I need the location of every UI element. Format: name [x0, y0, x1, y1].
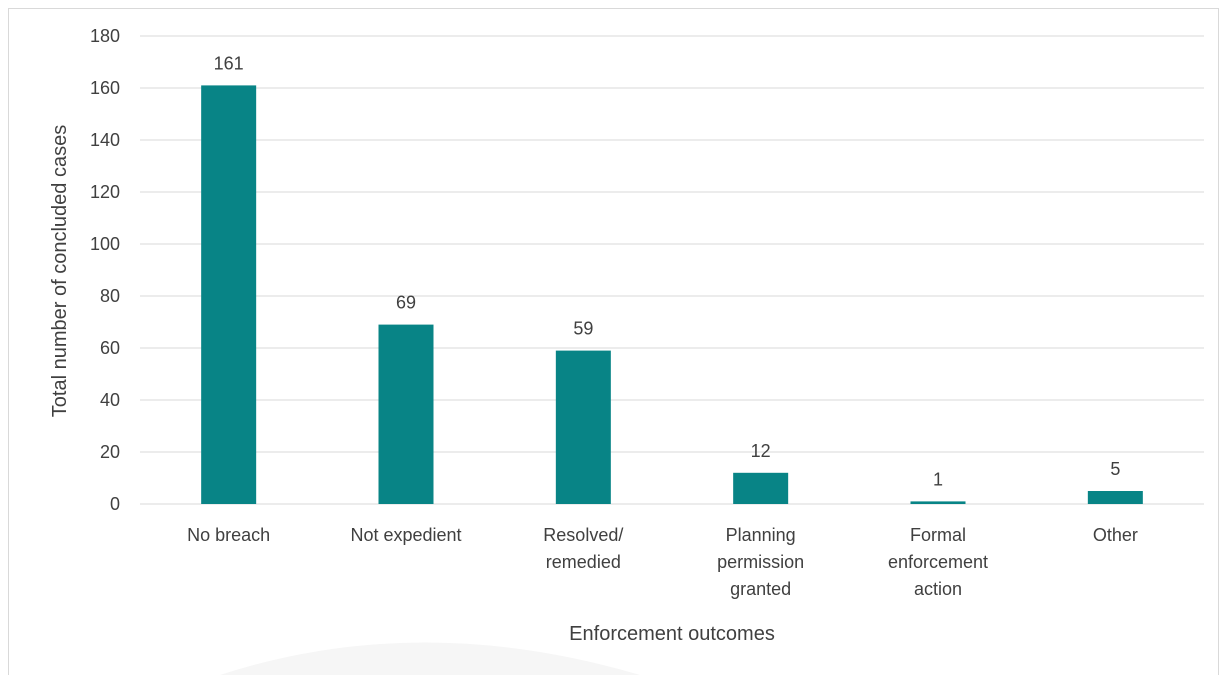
data-label: 1: [933, 469, 943, 489]
gridlines: [140, 35, 1204, 505]
x-category-line: Formal: [910, 525, 966, 545]
bar: [1087, 491, 1143, 504]
x-axis-title: Enforcement outcomes: [569, 623, 775, 645]
data-label: 59: [573, 319, 593, 339]
bar: [201, 85, 257, 505]
y-tick-label: 120: [90, 182, 120, 202]
x-category-label: Resolved/remedied: [543, 525, 623, 572]
x-category-label: Formal enforcement action: [888, 525, 988, 599]
y-axis-title: Total number of concluded cases: [49, 125, 71, 417]
x-category-line: Resolved/: [543, 525, 623, 545]
y-tick-label: 20: [100, 442, 120, 462]
y-tick-label: 40: [100, 390, 120, 410]
data-label: 161: [214, 53, 244, 73]
data-label: 12: [751, 441, 771, 461]
y-axis-ticks: 0 20 40 60 80 100 120 140 160 180: [90, 26, 120, 514]
y-tick-label: 0: [110, 494, 120, 514]
y-tick-label: 100: [90, 234, 120, 254]
y-tick-label: 80: [100, 286, 120, 306]
y-tick-label: 160: [90, 78, 120, 98]
y-tick-label: 60: [100, 338, 120, 358]
x-category-line: enforcement: [888, 552, 988, 572]
x-category-label: Not expedient: [350, 525, 461, 545]
x-category-line: Not expedient: [350, 525, 461, 545]
data-label: 69: [396, 293, 416, 313]
y-tick-label: 180: [90, 26, 120, 46]
x-category-line: granted: [730, 579, 791, 599]
bar: [555, 350, 611, 504]
bar: [910, 501, 966, 504]
x-category-line: remedied: [546, 552, 621, 572]
x-category-line: permission: [717, 552, 804, 572]
x-category-label: Other: [1093, 525, 1138, 545]
data-label: 5: [1110, 459, 1120, 479]
x-category-label: Planning permission granted: [717, 525, 804, 599]
x-category-line: Other: [1093, 525, 1138, 545]
x-category-line: No breach: [187, 525, 270, 545]
y-tick-label: 140: [90, 130, 120, 150]
x-axis-categories: No breach Not expedient Resolved/remedied P…: [187, 525, 1138, 599]
x-category-label: No breach: [187, 525, 270, 545]
x-category-line: action: [914, 579, 962, 599]
bar: [733, 472, 789, 504]
data-labels: 161 69 59 12 1 5: [214, 53, 1121, 489]
bar: [378, 324, 434, 504]
bars: [201, 85, 1143, 505]
x-category-line: Planning: [726, 525, 796, 545]
background-arc: [220, 642, 640, 675]
